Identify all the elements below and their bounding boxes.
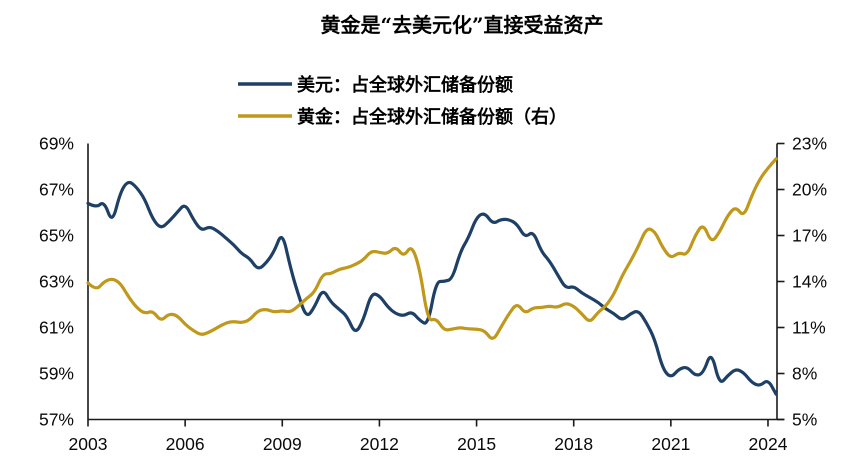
x-tick-label: 2015 — [457, 434, 496, 454]
right-tick-label: 11% — [792, 318, 826, 338]
legend: 美元：占全球外汇储备份额 黄金：占全球外汇储备份额（右） — [238, 74, 567, 128]
left-axis-labels: 69% 67% 65% 63% 61% 59% 57% — [39, 134, 74, 430]
right-axis-labels: 23% 20% 17% 14% 11% 8% 5% — [792, 134, 827, 430]
legend-usd-label: 美元：占全球外汇储备份额 — [297, 74, 513, 96]
left-tick-label: 57% — [39, 410, 74, 430]
chart-title: 黄金是“去美元化”直接受益资产 — [320, 13, 603, 37]
x-axis-labels: 2003 2006 2009 2012 2015 2018 2021 2024 — [69, 434, 788, 454]
x-axis-ticks — [87, 419, 769, 427]
x-tick-label: 2009 — [263, 434, 302, 454]
right-tick-label: 5% — [792, 410, 817, 430]
left-tick-label: 59% — [39, 364, 74, 384]
right-tick-label: 17% — [792, 226, 827, 246]
x-tick-label: 2003 — [69, 434, 108, 454]
x-tick-label: 2024 — [749, 434, 788, 454]
usd-reserve-share-line — [86, 180, 778, 396]
left-tick-label: 65% — [39, 226, 74, 246]
x-tick-label: 2012 — [360, 434, 399, 454]
x-tick-label: 2021 — [651, 434, 690, 454]
x-tick-label: 2006 — [166, 434, 205, 454]
x-tick-label: 2018 — [554, 434, 593, 454]
left-tick-label: 67% — [39, 180, 74, 200]
right-tick-label: 14% — [792, 272, 827, 292]
right-axis-ticks — [777, 142, 785, 421]
right-tick-label: 8% — [792, 364, 817, 384]
left-tick-label: 63% — [39, 272, 74, 292]
gold-reserve-share-line — [86, 157, 778, 340]
legend-gold-label: 黄金：占全球外汇储备份额（右） — [297, 106, 567, 128]
left-tick-label: 61% — [39, 318, 74, 338]
left-tick-label: 69% — [39, 134, 74, 154]
right-tick-label: 23% — [792, 134, 827, 154]
right-tick-label: 20% — [792, 180, 827, 200]
